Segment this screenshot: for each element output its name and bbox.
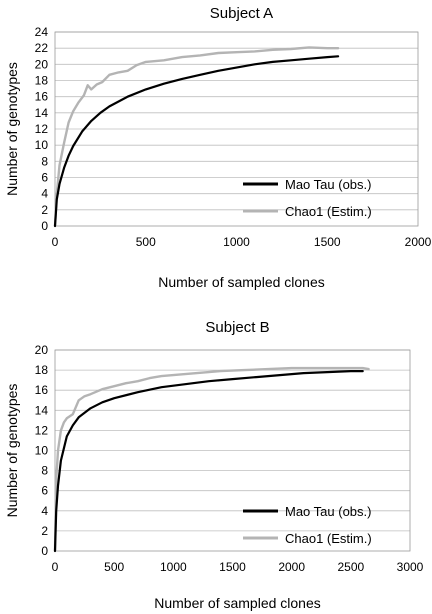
chart-title: Subject A: [210, 5, 273, 22]
y-tick-label: 12: [35, 423, 49, 437]
chart-title: Subject B: [205, 319, 269, 336]
x-tick-label: 2000: [405, 235, 432, 249]
y-tick-label: 16: [35, 90, 49, 104]
x-tick-label: 0: [52, 235, 59, 249]
plot-area: [54, 31, 419, 227]
y-tick-label: 2: [41, 203, 48, 217]
x-tick-label: 2000: [278, 560, 305, 574]
y-tick-label: 14: [35, 403, 49, 417]
x-tick-label: 1000: [223, 235, 250, 249]
y-tick-label: 10: [35, 444, 49, 458]
plot-area: [54, 349, 411, 552]
x-axis-label: Number of sampled clones: [158, 274, 325, 290]
chart-1: Subject B 0 2 4 6 8 10 12 14 16 18 20 0 500 1000 1500 20…: [4, 319, 424, 611]
y-tick-label: 6: [41, 171, 48, 185]
series-line-1: [53, 46, 340, 228]
y-tick-label: 14: [35, 106, 49, 120]
legend-label-1: Chao1 (Estim.): [285, 204, 372, 219]
x-tick-label: 1500: [219, 560, 246, 574]
y-axis-label: Number of genotypes: [4, 384, 20, 518]
y-tick-label: 0: [41, 219, 48, 233]
y-tick-label: 18: [35, 74, 49, 88]
series-line-0: [53, 370, 364, 553]
y-tick-label: 24: [35, 25, 49, 39]
x-tick-label: 2500: [337, 560, 364, 574]
y-tick-label: 4: [41, 504, 48, 518]
y-tick-label: 10: [35, 138, 49, 152]
legend-label-0: Mao Tau (obs.): [285, 504, 371, 519]
y-tick-label: 22: [35, 41, 49, 55]
y-tick-label: 20: [35, 343, 49, 357]
legend-label-1: Chao1 (Estim.): [285, 531, 372, 546]
y-tick-label: 18: [35, 363, 49, 377]
y-tick-label: 6: [41, 484, 48, 498]
y-tick-label: 12: [35, 122, 49, 136]
x-axis-label: Number of sampled clones: [154, 595, 321, 611]
y-tick-label: 8: [41, 154, 48, 168]
y-tick-label: 2: [41, 524, 48, 538]
x-tick-label: 1000: [160, 560, 187, 574]
y-tick-label: 16: [35, 383, 49, 397]
y-tick-label: 20: [35, 57, 49, 71]
x-tick-label: 3000: [397, 560, 424, 574]
y-tick-label: 4: [41, 187, 48, 201]
y-tick-label: 0: [41, 544, 48, 558]
x-tick-label: 500: [104, 560, 124, 574]
x-tick-label: 0: [52, 560, 59, 574]
x-tick-label: 500: [136, 235, 156, 249]
y-tick-label: 8: [41, 464, 48, 478]
y-axis-label: Number of genotypes: [4, 62, 20, 196]
x-tick-label: 1500: [314, 235, 341, 249]
legend-label-0: Mao Tau (obs.): [285, 177, 371, 192]
series-line-0: [53, 55, 340, 228]
series-line-1: [53, 366, 370, 553]
